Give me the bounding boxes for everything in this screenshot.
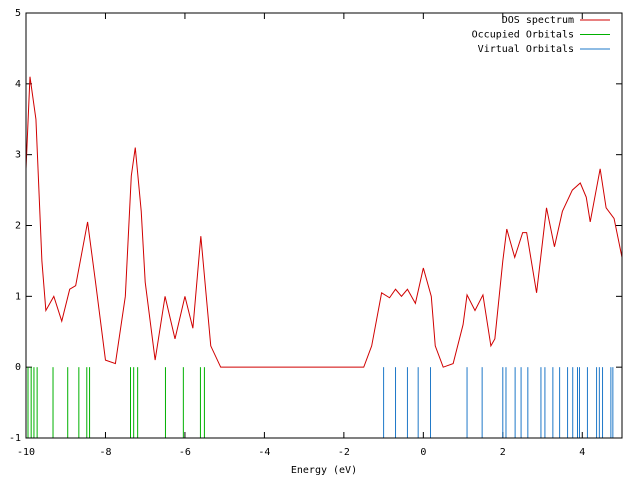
y-tick-label: 2 — [15, 221, 21, 232]
x-axis-label: Energy (eV) — [291, 465, 357, 476]
y-tick-label: 3 — [15, 150, 21, 161]
y-tick-label: 4 — [15, 79, 21, 90]
x-tick-label: -2 — [338, 447, 350, 458]
y-tick-label: -1 — [9, 433, 21, 444]
x-tick-label: -10 — [17, 447, 35, 458]
legend-label: DOS spectrum — [502, 15, 574, 26]
x-tick-label: 2 — [500, 447, 506, 458]
plot-border — [25, 12, 623, 439]
legend-label: Occupied Orbitals — [472, 30, 574, 41]
dos-curve — [25, 76, 623, 368]
legend-label: Virtual Orbitals — [478, 44, 574, 55]
x-tick-label: -4 — [258, 447, 270, 458]
x-tick-label: 0 — [420, 447, 426, 458]
x-tick-label: -6 — [179, 447, 191, 458]
x-tick-label: -8 — [99, 447, 111, 458]
y-tick-label: 5 — [15, 8, 21, 19]
y-tick-label: 0 — [15, 362, 21, 373]
x-tick-label: 4 — [579, 447, 585, 458]
y-tick-label: 1 — [15, 291, 21, 302]
